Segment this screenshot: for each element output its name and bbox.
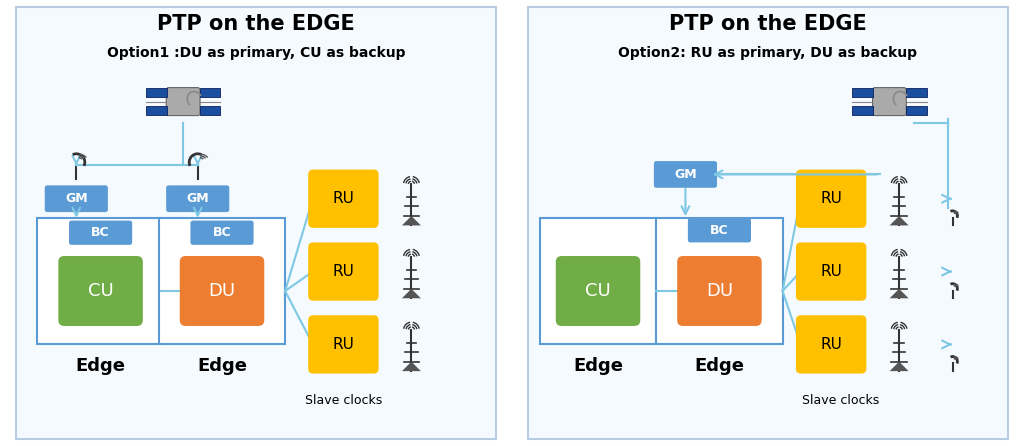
FancyBboxPatch shape bbox=[308, 315, 379, 374]
Text: BC: BC bbox=[91, 226, 110, 239]
FancyBboxPatch shape bbox=[308, 243, 379, 301]
FancyBboxPatch shape bbox=[906, 88, 927, 98]
Text: RU: RU bbox=[333, 191, 354, 206]
Text: Edge: Edge bbox=[197, 357, 247, 375]
FancyBboxPatch shape bbox=[852, 88, 872, 98]
FancyBboxPatch shape bbox=[688, 218, 751, 243]
Polygon shape bbox=[402, 289, 421, 298]
FancyBboxPatch shape bbox=[146, 106, 167, 115]
FancyBboxPatch shape bbox=[556, 256, 640, 326]
Text: Edge: Edge bbox=[76, 357, 126, 375]
Text: Edge: Edge bbox=[573, 357, 623, 375]
FancyBboxPatch shape bbox=[527, 7, 1009, 439]
Text: DU: DU bbox=[706, 282, 733, 300]
FancyBboxPatch shape bbox=[58, 256, 142, 326]
FancyBboxPatch shape bbox=[146, 88, 167, 98]
Polygon shape bbox=[890, 289, 908, 298]
FancyBboxPatch shape bbox=[69, 221, 132, 245]
FancyBboxPatch shape bbox=[906, 106, 927, 115]
Polygon shape bbox=[402, 362, 421, 371]
FancyBboxPatch shape bbox=[45, 186, 108, 212]
Text: GM: GM bbox=[186, 192, 209, 205]
Text: GM: GM bbox=[674, 168, 696, 181]
Text: BC: BC bbox=[213, 226, 231, 239]
Polygon shape bbox=[402, 216, 421, 225]
Text: Option2: RU as primary, DU as backup: Option2: RU as primary, DU as backup bbox=[618, 46, 918, 60]
Text: CU: CU bbox=[88, 282, 114, 300]
FancyBboxPatch shape bbox=[166, 186, 229, 212]
FancyBboxPatch shape bbox=[308, 169, 379, 228]
FancyBboxPatch shape bbox=[796, 315, 866, 374]
Text: DU: DU bbox=[209, 282, 236, 300]
Text: RU: RU bbox=[333, 264, 354, 279]
FancyBboxPatch shape bbox=[852, 106, 872, 115]
Text: RU: RU bbox=[820, 264, 842, 279]
FancyBboxPatch shape bbox=[38, 218, 164, 344]
Text: PTP on the EDGE: PTP on the EDGE bbox=[157, 14, 355, 34]
FancyBboxPatch shape bbox=[540, 218, 656, 344]
Text: RU: RU bbox=[333, 337, 354, 352]
FancyBboxPatch shape bbox=[15, 7, 497, 439]
FancyBboxPatch shape bbox=[200, 88, 220, 98]
FancyBboxPatch shape bbox=[677, 256, 762, 326]
FancyBboxPatch shape bbox=[796, 169, 866, 228]
FancyBboxPatch shape bbox=[872, 87, 906, 116]
Polygon shape bbox=[890, 216, 908, 225]
Text: Edge: Edge bbox=[694, 357, 744, 375]
Polygon shape bbox=[890, 362, 908, 371]
FancyBboxPatch shape bbox=[190, 221, 254, 245]
FancyBboxPatch shape bbox=[159, 218, 285, 344]
Text: CU: CU bbox=[585, 282, 611, 300]
Text: PTP on the EDGE: PTP on the EDGE bbox=[669, 14, 867, 34]
Text: RU: RU bbox=[820, 337, 842, 352]
Text: Option1 :DU as primary, CU as backup: Option1 :DU as primary, CU as backup bbox=[106, 46, 406, 60]
Text: RU: RU bbox=[820, 191, 842, 206]
FancyBboxPatch shape bbox=[654, 161, 717, 188]
FancyBboxPatch shape bbox=[180, 256, 264, 326]
Text: Slave clocks: Slave clocks bbox=[802, 394, 880, 407]
Text: BC: BC bbox=[710, 224, 729, 237]
FancyBboxPatch shape bbox=[796, 243, 866, 301]
FancyBboxPatch shape bbox=[200, 106, 220, 115]
Text: Slave clocks: Slave clocks bbox=[305, 394, 382, 407]
FancyBboxPatch shape bbox=[656, 218, 782, 344]
Text: GM: GM bbox=[65, 192, 88, 205]
FancyBboxPatch shape bbox=[166, 87, 200, 116]
